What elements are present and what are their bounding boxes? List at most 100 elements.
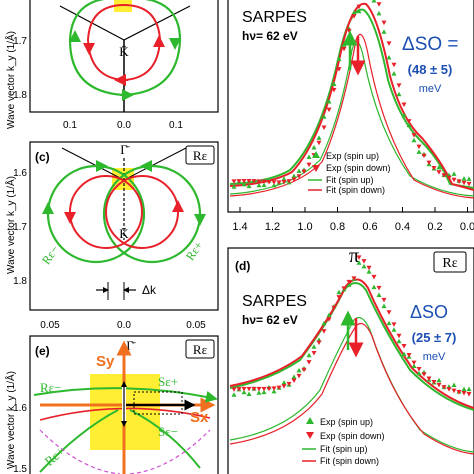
marker-spin-down (241, 386, 247, 392)
marker-spin-up (371, 284, 377, 290)
panel-c-tag: Rε (193, 148, 208, 163)
marker-spin-up (356, 8, 362, 14)
xtick-b-5: 0.4 (395, 221, 410, 233)
marker-spin-up (371, 0, 377, 3)
marker-spin-up (451, 382, 457, 388)
marker-spin-down (346, 279, 352, 285)
marker-spin-down (461, 180, 467, 186)
marker-spin-up (401, 351, 407, 357)
marker-spin-down (376, 285, 382, 291)
panel-d-delta: ΔSO (410, 302, 448, 322)
marker-spin-up (391, 71, 397, 76)
panel-d-label: (d) (235, 259, 250, 273)
marker-spin-up (406, 122, 412, 128)
xtick-c-1: 0.0 (117, 320, 131, 331)
marker-spin-up (316, 135, 322, 140)
ytick-e-1: 1.5 (13, 464, 27, 474)
marker-spin-down (236, 179, 242, 184)
marker-spin-up (271, 388, 277, 394)
panel-d-delta-unit: meV (423, 351, 446, 363)
panel-b-delta-value: (48 ± 5) (408, 62, 453, 77)
marker-spin-up (261, 389, 267, 395)
marker-spin-up (356, 260, 362, 265)
xtick-b-0: 1.4 (232, 221, 247, 233)
marker-spin-down (426, 160, 432, 166)
marker-spin-down (386, 41, 392, 46)
marker-spin-down (421, 153, 427, 159)
branch-plus-c: Rε+ (183, 238, 206, 262)
ylabel-e: Wave vector k_y (1/Å) (4, 371, 17, 469)
marker-spin-down (311, 350, 317, 356)
marker-spin-up (411, 137, 417, 143)
marker-spin-up (271, 182, 277, 188)
marker-spin-down (281, 384, 287, 389)
marker-spin-down (366, 265, 372, 271)
legend-b-1: Exp (spin down) (326, 163, 391, 173)
marker-spin-down (306, 162, 312, 168)
marker-spin-down (236, 387, 242, 392)
marker-spin-up (246, 183, 252, 189)
marker-spin-down (306, 360, 312, 365)
marker-spin-up (396, 338, 402, 344)
marker-spin-down (266, 179, 272, 185)
panel-c-label: (c) (35, 150, 50, 164)
marker-spin-up (331, 81, 337, 86)
marker-spin-up (346, 282, 352, 287)
xtick-b-4: 0.6 (362, 221, 377, 233)
marker-spin-down (321, 125, 327, 130)
marker-spin-down (336, 295, 342, 300)
xtick-b-2: 1.0 (297, 221, 312, 233)
panel-e-gamma: Γ̄ (126, 338, 136, 353)
panel-b-title: SARPES (242, 9, 307, 26)
marker-spin-up (401, 112, 407, 118)
marker-spin-up (416, 370, 422, 376)
marker-spin-down (391, 322, 397, 327)
sy-label: Sy (96, 353, 115, 370)
marker-spin-down (246, 179, 252, 184)
sx-label: Sx (190, 409, 209, 426)
xtick-b-7: 0.0 (460, 221, 474, 233)
marker-spin-up (231, 392, 237, 397)
marker-spin-down (381, 297, 387, 303)
se-plus-label: Sε+ (158, 374, 178, 389)
panel-c: (c) Rε Γ̄ K̄ Rε− Rε+ Δk 1.6 1.7 1.8 0.05… (13, 141, 219, 331)
xtick-a-2: 0.1 (169, 120, 183, 131)
panel-d-peak: π (349, 245, 359, 267)
ytick-a-1: 1.8 (13, 90, 27, 101)
marker-spin-down (331, 87, 337, 93)
marker-spin-down (441, 173, 447, 178)
legend-d-0: Exp (spin up) (320, 417, 373, 427)
ytick-c-2: 1.8 (13, 276, 27, 287)
legend-d-2: Fit (spin up) (320, 444, 368, 454)
panel-e: (e) Rε Γ̄ Sy Sx Sε+ Sε− Rε− Rε+ 1.6 1.5 (13, 335, 219, 474)
marker-spin-down (326, 107, 332, 113)
legend-d-1: Exp (spin down) (320, 431, 385, 441)
marker-spin-up (351, 10, 357, 15)
ytick-c-1: 1.7 (13, 222, 27, 233)
marker-spin-down (401, 343, 407, 349)
marker-spin-down (386, 310, 392, 315)
marker-spin-up (466, 386, 472, 392)
marker-spin-down (396, 83, 402, 88)
marker-spin-down (466, 181, 472, 187)
point-k-c: K̄ (119, 226, 129, 241)
panel-d: (d) Rε π SARPES hν= 62 eV ΔSO (25 ± 7) m… (227, 245, 474, 474)
panel-b-delta: ΔSO = (402, 34, 459, 55)
ytick-e-0: 1.6 (13, 403, 27, 414)
marker-spin-down (396, 333, 402, 339)
marker-spin-down (411, 360, 417, 366)
marker-spin-down (291, 177, 297, 182)
panel-a: K̄ 1.7 1.8 0.1 0.0 0.1 (13, 0, 219, 131)
marker-spin-down (316, 340, 322, 346)
marker-spin-up (366, 269, 372, 274)
panel-b-hv: hν= 62 eV (242, 29, 298, 43)
marker-spin-down (271, 386, 277, 391)
marker-spin-down (416, 367, 422, 372)
marker-spin-down (261, 386, 267, 392)
marker-spin-down (451, 177, 457, 183)
marker-spin-up (436, 377, 442, 383)
marker-spin-up (231, 184, 237, 189)
xtick-b-1: 1.2 (265, 221, 280, 233)
marker-spin-down (341, 46, 347, 52)
